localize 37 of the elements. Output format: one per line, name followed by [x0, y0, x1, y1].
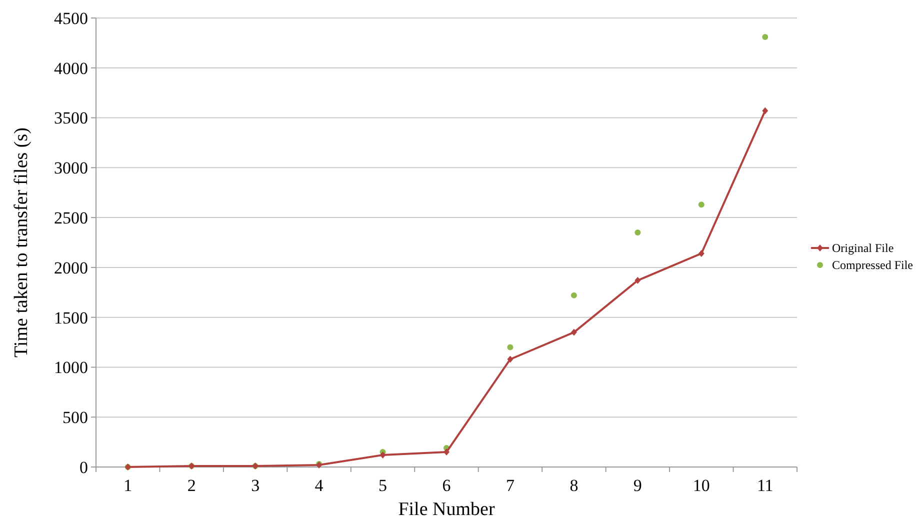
point — [570, 292, 577, 298]
point — [380, 452, 386, 459]
x-tick-label: 7 — [506, 476, 515, 495]
point — [634, 276, 641, 284]
y-tick-label: 4000 — [54, 58, 88, 78]
point — [444, 448, 450, 456]
legend-label: Original File — [832, 241, 894, 256]
point — [698, 202, 704, 208]
y-tick-label: 0 — [80, 458, 88, 477]
point — [762, 34, 768, 40]
point — [507, 344, 514, 350]
y-tick-label: 3500 — [54, 108, 88, 128]
y-tick-label: 4500 — [54, 8, 88, 28]
x-tick-label: 4 — [314, 476, 324, 495]
x-tick-label: 8 — [570, 476, 578, 495]
y-tick-label: 500 — [62, 408, 88, 428]
y-tick-label: 2000 — [54, 258, 88, 278]
x-tick-label: 2 — [187, 476, 196, 495]
point — [698, 250, 704, 257]
y-tick-label: 1500 — [54, 308, 88, 328]
x-tick-label: 10 — [692, 476, 710, 495]
y-axis-title: Time taken to transfer files (s) — [11, 128, 32, 358]
point — [570, 328, 577, 336]
x-axis-title: File Number — [398, 499, 496, 520]
y-tick-label: 2500 — [54, 208, 88, 228]
y-tick-label: 3000 — [54, 158, 88, 178]
point — [762, 107, 768, 114]
point — [507, 356, 514, 363]
x-tick-label: 9 — [633, 476, 642, 495]
y-tick-label: 1000 — [54, 358, 88, 378]
x-tick-label: 5 — [378, 476, 388, 495]
x-tick-label: 1 — [124, 476, 132, 495]
x-tick-label: 3 — [251, 476, 260, 495]
x-tick-label: 6 — [442, 476, 451, 495]
point — [634, 230, 641, 236]
x-tick-label: 11 — [756, 476, 774, 495]
legend-label: Compressed File — [832, 258, 913, 272]
